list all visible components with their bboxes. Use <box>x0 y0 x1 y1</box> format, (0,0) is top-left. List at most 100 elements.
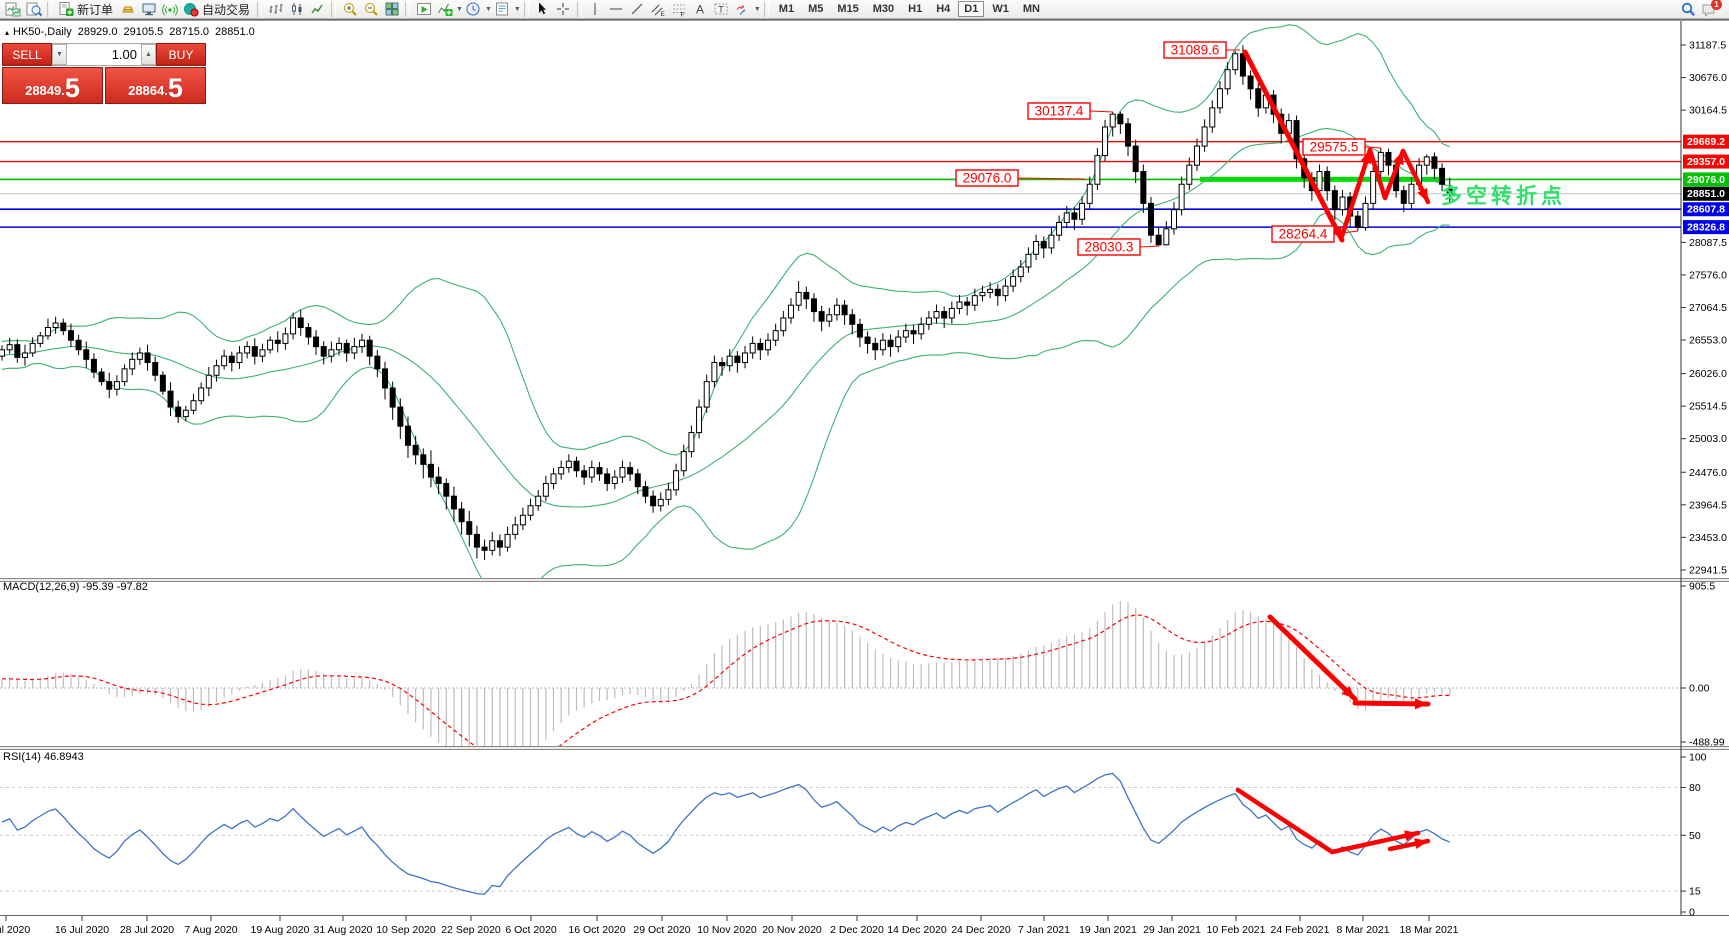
tf-M1[interactable]: M1 <box>778 3 795 15</box>
annotation-arrow <box>1235 787 1335 855</box>
chevron-down-icon[interactable]: ▼ <box>753 5 761 13</box>
cursor-icon[interactable] <box>532 1 553 18</box>
price-callout: 30137.4 <box>1027 102 1114 120</box>
candle <box>971 288 978 311</box>
rsi-label: RSI(14) 46.8943 <box>3 751 84 763</box>
chevron-down-icon[interactable]: ▼ <box>456 5 463 13</box>
ohlc-high: 29105.5 <box>123 26 164 38</box>
chart-symbol-period: HK50-,Daily <box>13 26 72 38</box>
zoom-in-icon[interactable] <box>339 1 360 18</box>
indicators-button[interactable]: ▼ <box>434 1 463 18</box>
candle <box>558 460 565 480</box>
candle <box>581 465 588 485</box>
tile-windows-icon[interactable] <box>381 1 402 18</box>
arrows-button[interactable]: ▼ <box>732 1 761 18</box>
macd-signal-line <box>2 614 1450 746</box>
fibo-icon[interactable]: F <box>669 1 690 18</box>
chart-preview-icon[interactable] <box>23 1 44 18</box>
gold-icon[interactable] <box>117 1 138 18</box>
bar-chart-icon[interactable] <box>265 1 286 18</box>
chart-background[interactable] <box>0 19 1729 941</box>
candle <box>1132 139 1139 183</box>
candle <box>948 301 955 324</box>
candle <box>588 460 595 483</box>
hline-icon[interactable] <box>606 1 627 18</box>
one-click-toggle-icon[interactable]: ▴ <box>5 28 10 37</box>
tf-W1[interactable]: W1 <box>992 3 1009 15</box>
pane-separator[interactable] <box>0 578 1729 582</box>
candle <box>496 534 503 557</box>
time-tick-label: 8 Mar 2021 <box>1336 924 1389 936</box>
candle <box>336 337 343 356</box>
price-tick-label: 27576.0 <box>1689 269 1727 281</box>
candle <box>389 381 396 420</box>
line-chart-icon[interactable] <box>307 1 328 18</box>
signal-icon[interactable] <box>159 1 180 18</box>
candle <box>251 338 258 365</box>
autotrading-button[interactable]: 自动交易 <box>180 1 254 18</box>
price-tag-text: 28851.0 <box>1687 188 1725 200</box>
tf-H1[interactable]: H1 <box>908 3 923 15</box>
candle <box>772 323 779 346</box>
candle <box>872 337 879 360</box>
macd-tick-label: 905.5 <box>1689 581 1715 593</box>
volume-decrease-button[interactable]: ▼ <box>52 44 67 65</box>
volume-input[interactable] <box>67 44 141 65</box>
candle <box>282 327 289 350</box>
tf-D1[interactable]: D1 <box>958 1 985 17</box>
toolbar-separator <box>763 1 769 17</box>
candle <box>397 398 404 439</box>
tf-MN[interactable]: MN <box>1022 3 1040 15</box>
candle <box>810 293 817 322</box>
candle <box>941 306 948 329</box>
candle <box>987 282 994 299</box>
candle <box>910 324 917 345</box>
new-chart-icon[interactable] <box>2 1 23 18</box>
tf-M5[interactable]: M5 <box>808 3 824 15</box>
strategy-tester-button[interactable] <box>413 1 434 18</box>
autotrading-label: 自动交易 <box>202 2 251 17</box>
new-order-button[interactable]: 新订单 <box>55 1 117 18</box>
candle <box>121 364 128 387</box>
bollinger-lower <box>1 211 1450 578</box>
buy-price-box[interactable]: 28864. 5 <box>105 67 206 104</box>
candle <box>0 345 5 361</box>
trendline-icon[interactable] <box>627 1 648 18</box>
notifications-button[interactable]: 1 <box>1698 0 1722 18</box>
buy-button[interactable]: BUY <box>156 43 206 66</box>
callout-text: 28264.4 <box>1279 227 1328 242</box>
terminal-icon[interactable] <box>138 1 159 18</box>
chevron-down-icon[interactable]: ▼ <box>513 5 521 13</box>
pane-separator[interactable] <box>0 746 1729 750</box>
tf-H4[interactable]: H4 <box>936 3 951 15</box>
tf-M30[interactable]: M30 <box>872 3 895 15</box>
sell-button[interactable]: SELL <box>2 43 52 66</box>
vline-icon[interactable] <box>585 1 606 18</box>
arrowhead <box>1404 830 1418 842</box>
tf-M15[interactable]: M15 <box>837 3 859 15</box>
candlestick-chart-icon[interactable] <box>286 1 307 18</box>
candle <box>1385 148 1392 176</box>
candle <box>657 492 664 512</box>
candle <box>650 490 657 513</box>
toolbar-separator <box>47 1 52 17</box>
price-tag-text: 29076.0 <box>1687 174 1725 186</box>
toolbar-separator <box>257 1 263 17</box>
label-icon[interactable]: T <box>711 1 732 18</box>
volume-increase-button[interactable]: ▲ <box>141 44 156 65</box>
templates-button[interactable]: ▼ <box>492 1 521 18</box>
toolbar-separator <box>405 1 411 17</box>
price-tick-label: 25003.0 <box>1689 433 1727 445</box>
zoom-out-icon[interactable] <box>360 1 381 18</box>
crosshair-icon[interactable] <box>553 1 574 18</box>
periods-button[interactable]: ▼ <box>463 1 492 18</box>
candle <box>1086 176 1093 210</box>
arrowhead <box>1414 698 1428 710</box>
search-icon[interactable] <box>1677 1 1698 18</box>
sell-price-box[interactable]: 28849. 5 <box>2 67 103 104</box>
text-icon[interactable]: A <box>690 1 711 18</box>
chevron-down-icon[interactable]: ▼ <box>484 5 492 13</box>
time-tick-label: 16 Jul 2020 <box>55 924 109 936</box>
channel-icon[interactable]: E <box>648 1 669 18</box>
